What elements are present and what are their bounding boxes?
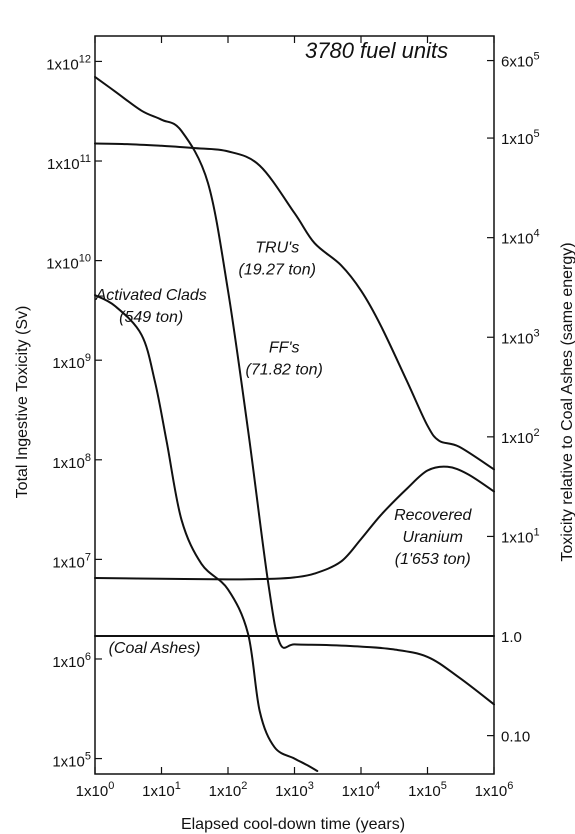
series-label-line: (19.27 ton) — [239, 262, 316, 279]
series-label-line: Recovered — [394, 507, 472, 524]
x-tick-label: 1x102 — [209, 780, 248, 800]
y-tick-label: 1x109 — [52, 352, 91, 372]
y-tick-label: 1x1012 — [46, 53, 91, 73]
series-label-tru-s: TRU's (19.27 ton) — [239, 240, 316, 279]
y-tick-label: 1x1010 — [46, 253, 91, 273]
x-tick-label: 1x100 — [76, 780, 115, 800]
y-axis-title: Total Ingestive Toxicity (Sv) — [14, 306, 31, 499]
y2-tick-label: 1.0 — [501, 629, 522, 646]
x-tick-label: 1x105 — [408, 780, 447, 800]
y-tick-label: 1x108 — [52, 452, 91, 472]
series-label-line: FF's — [269, 339, 300, 356]
x-tick-label: 1x101 — [142, 780, 181, 800]
series-label-coal-ashes: (Coal Ashes) — [109, 640, 201, 657]
x-tick-label: 1x104 — [342, 780, 381, 800]
series-label-line: (Coal Ashes) — [109, 640, 201, 657]
series-label-line: Uranium — [403, 529, 463, 546]
labels-layer: TRU's (19.27 ton) FF's (71.82 ton) Activated… — [95, 240, 473, 657]
x-tick-label: 1x103 — [275, 780, 314, 800]
series-line-ff-s — [94, 75, 495, 706]
chart-title: 3780 fuel units — [305, 38, 448, 63]
y-tick-label: 1x106 — [52, 651, 91, 671]
y2-tick-label: 1x101 — [501, 526, 540, 546]
x-axis-title: Elapsed cool-down time (years) — [181, 816, 405, 833]
series-label-activated-clads: Activated Clads (549 ton) — [95, 287, 207, 326]
series-line-activated-clads — [94, 294, 319, 772]
y2-tick-label: 1x103 — [501, 327, 540, 347]
y-tick-label: 1x107 — [52, 551, 91, 571]
axes-layer: 1x100 1x101 1x102 1x103 1x104 1x105 1x106 1x105… — [46, 35, 540, 800]
series-label-line: TRU's — [255, 240, 299, 257]
series-label-recovered-uranium: Recovered Uranium (1'653 ton) — [394, 507, 472, 568]
series-label-line: (71.82 ton) — [246, 361, 323, 378]
y2-tick-label: 1x104 — [501, 228, 540, 248]
y2-tick-label: 6x105 — [501, 51, 540, 71]
y-tick-label: 1x105 — [52, 751, 91, 771]
y-tick-label: 1x1011 — [47, 153, 91, 173]
y2-axis-title: Toxicity relative to Coal Ashes (same en… — [559, 242, 575, 561]
y2-tick-label: 0.10 — [501, 729, 530, 746]
series-label-ff-s: FF's (71.82 ton) — [246, 339, 323, 378]
series-label-line: (1'653 ton) — [395, 551, 471, 568]
curves-layer — [94, 75, 495, 772]
plot-frame — [94, 35, 495, 775]
x-tick-label: 1x106 — [475, 780, 514, 800]
y2-tick-label: 1x105 — [501, 128, 540, 148]
series-label-line: Activated Clads — [95, 287, 207, 304]
series-label-line: (549 ton) — [119, 309, 183, 326]
series-line-tru-s — [94, 142, 495, 471]
series-line-recovered-uranium — [94, 465, 495, 581]
y2-tick-label: 1x102 — [501, 427, 540, 447]
